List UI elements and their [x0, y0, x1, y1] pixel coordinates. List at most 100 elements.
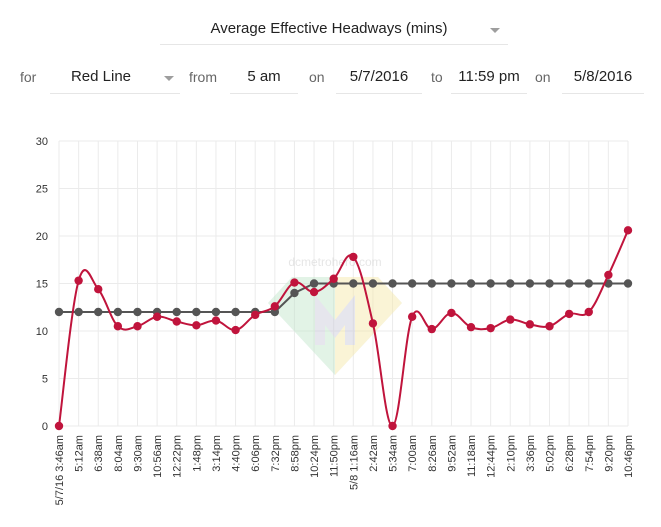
data-point[interactable]: [172, 317, 181, 326]
data-point[interactable]: [564, 309, 574, 319]
line-select[interactable]: Red Line: [50, 60, 180, 94]
data-point[interactable]: [427, 324, 436, 334]
data-point[interactable]: [407, 279, 417, 288]
data-point[interactable]: [604, 270, 613, 280]
watermark-logo: dcmetrohero.com: [268, 255, 402, 375]
data-point[interactable]: [74, 307, 83, 317]
data-point[interactable]: [211, 316, 221, 325]
data-point[interactable]: [506, 315, 515, 324]
from-date-value: 5/7/2016: [349, 68, 409, 85]
x-tick-label: 12:22pm: [172, 435, 184, 478]
data-point[interactable]: [349, 252, 358, 262]
data-point[interactable]: [290, 278, 299, 287]
data-point[interactable]: [486, 279, 495, 288]
data-point[interactable]: [427, 279, 436, 288]
x-axis: 5/7/16 3:46am 5:12am 6:38am 8:04am 9:30am 10:…: [54, 435, 635, 505]
on-label-2: on: [535, 69, 551, 85]
data-point[interactable]: [349, 279, 358, 288]
from-time-input[interactable]: 5 am: [230, 60, 298, 94]
to-date-input[interactable]: 5/8/2016: [562, 60, 644, 94]
to-time-value: 11:59 pm: [458, 68, 520, 85]
x-tick-label: 9:20pm: [603, 435, 615, 472]
data-point[interactable]: [74, 276, 83, 285]
x-tick-label: 8:58pm: [289, 435, 301, 472]
x-tick-label: 7:00am: [407, 435, 419, 472]
x-tick-label: 7:32pm: [270, 435, 282, 472]
x-tick-label: 4:40pm: [231, 435, 243, 472]
data-point[interactable]: [486, 323, 495, 333]
data-point[interactable]: [309, 279, 319, 288]
data-point[interactable]: [54, 307, 64, 317]
y-tick-label: 25: [36, 184, 48, 196]
data-point[interactable]: [466, 323, 476, 332]
y-tick-label: 5: [42, 374, 48, 386]
data-point[interactable]: [113, 322, 123, 331]
y-tick-label: 20: [36, 231, 48, 243]
headway-chart: dcmetrohero.com 0 5 10 15 20 25 30 5/7/16 3:46…: [36, 136, 635, 505]
data-point[interactable]: [545, 322, 554, 331]
data-point[interactable]: [113, 307, 123, 317]
to-time-input[interactable]: 11:59 pm: [451, 60, 527, 94]
data-point[interactable]: [447, 308, 456, 318]
on-label-1: on: [309, 69, 325, 85]
data-point[interactable]: [368, 319, 378, 328]
data-point[interactable]: [192, 307, 201, 317]
data-point[interactable]: [368, 279, 378, 288]
data-point[interactable]: [584, 279, 593, 288]
x-tick-label: 10:46pm: [623, 435, 635, 478]
data-point[interactable]: [152, 312, 162, 321]
data-point[interactable]: [172, 307, 181, 317]
chevron-down-icon: [164, 76, 174, 81]
to-date-value: 5/8/2016: [573, 68, 633, 85]
data-point[interactable]: [584, 307, 593, 317]
data-point[interactable]: [623, 226, 633, 235]
from-date-input[interactable]: 5/7/2016: [336, 60, 422, 94]
x-tick-label: 9:52am: [446, 435, 458, 472]
x-tick-label: 11:50pm: [329, 435, 341, 477]
data-point[interactable]: [525, 320, 535, 329]
data-point[interactable]: [133, 322, 142, 331]
data-point[interactable]: [133, 307, 142, 317]
data-point[interactable]: [329, 274, 338, 283]
data-point[interactable]: [270, 302, 280, 311]
x-tick-label: 5/8 1:16am: [348, 435, 360, 490]
x-tick-label: 10:24pm: [309, 435, 321, 478]
from-label: from: [189, 69, 217, 85]
data-point[interactable]: [192, 321, 201, 330]
data-point[interactable]: [309, 287, 319, 297]
watermark-shape: [335, 277, 402, 375]
data-point[interactable]: [506, 279, 515, 288]
data-point[interactable]: [525, 279, 535, 288]
data-point[interactable]: [231, 325, 240, 335]
x-tick-label: 3:14pm: [211, 435, 223, 472]
data-point[interactable]: [545, 279, 554, 288]
x-tick-label: 10:56am: [152, 435, 164, 478]
data-point[interactable]: [94, 285, 103, 294]
data-point[interactable]: [564, 279, 574, 288]
watermark-text: dcmetrohero.com: [288, 255, 381, 269]
y-tick-label: 10: [36, 326, 48, 338]
y-tick-label: 30: [36, 136, 48, 148]
x-tick-label: 8:04am: [113, 435, 125, 472]
x-tick-label: 6:06pm: [250, 435, 262, 472]
data-point[interactable]: [623, 279, 633, 288]
data-point[interactable]: [211, 307, 221, 317]
data-point[interactable]: [290, 288, 299, 298]
filter-row: for Red Line from 5 am on 5/7/2016 to 11…: [0, 60, 661, 94]
data-point[interactable]: [54, 421, 64, 431]
data-point[interactable]: [251, 310, 260, 320]
data-point[interactable]: [388, 279, 397, 288]
x-tick-label: 9:30am: [132, 435, 144, 472]
x-tick-label: 1:48pm: [191, 435, 203, 472]
x-tick-label: 6:38am: [93, 435, 105, 472]
data-point[interactable]: [447, 279, 456, 288]
data-point[interactable]: [94, 307, 103, 317]
data-point[interactable]: [407, 312, 417, 321]
x-tick-label: 6:28pm: [564, 435, 576, 472]
data-point[interactable]: [466, 279, 476, 288]
metric-select[interactable]: Average Effective Headways (mins): [160, 12, 508, 45]
data-point[interactable]: [231, 307, 240, 317]
x-tick-label: 5:02pm: [545, 435, 557, 472]
data-point[interactable]: [388, 421, 397, 431]
from-time-value: 5 am: [247, 68, 281, 85]
